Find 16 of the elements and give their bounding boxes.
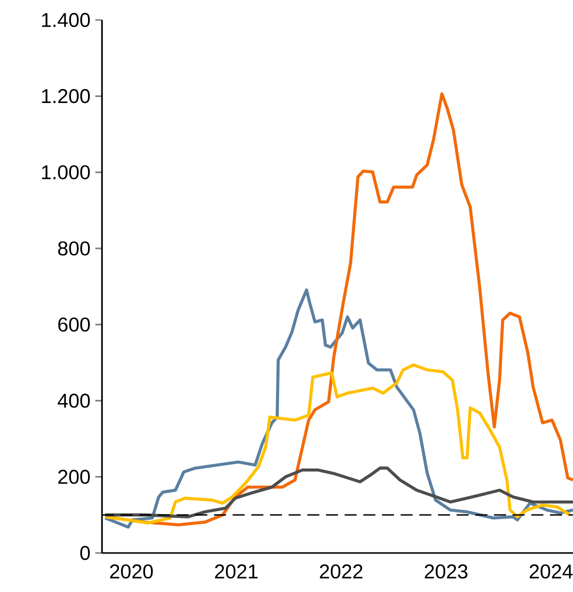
y-tick-label: 0 (80, 546, 90, 560)
y-tick-label: 1.400 (42, 12, 90, 28)
line-series (104, 466, 573, 518)
y-tick-label: 800 (58, 241, 90, 256)
line-series (104, 363, 572, 524)
x-tick-label: 2020 (110, 564, 153, 579)
y-tick-label: 1.000 (42, 165, 90, 180)
y-tick-label: 200 (58, 470, 90, 484)
x-tick-label: 2021 (215, 564, 258, 579)
x-tick-label: 2022 (320, 564, 362, 579)
y-tick-label: 600 (58, 317, 90, 332)
x-tick-label: 2023 (424, 564, 468, 579)
line-series (104, 288, 573, 529)
x-tick-label: 2024 (530, 564, 573, 579)
y-tick-label: 1.200 (42, 89, 90, 104)
y-tick-label: 400 (58, 394, 90, 408)
